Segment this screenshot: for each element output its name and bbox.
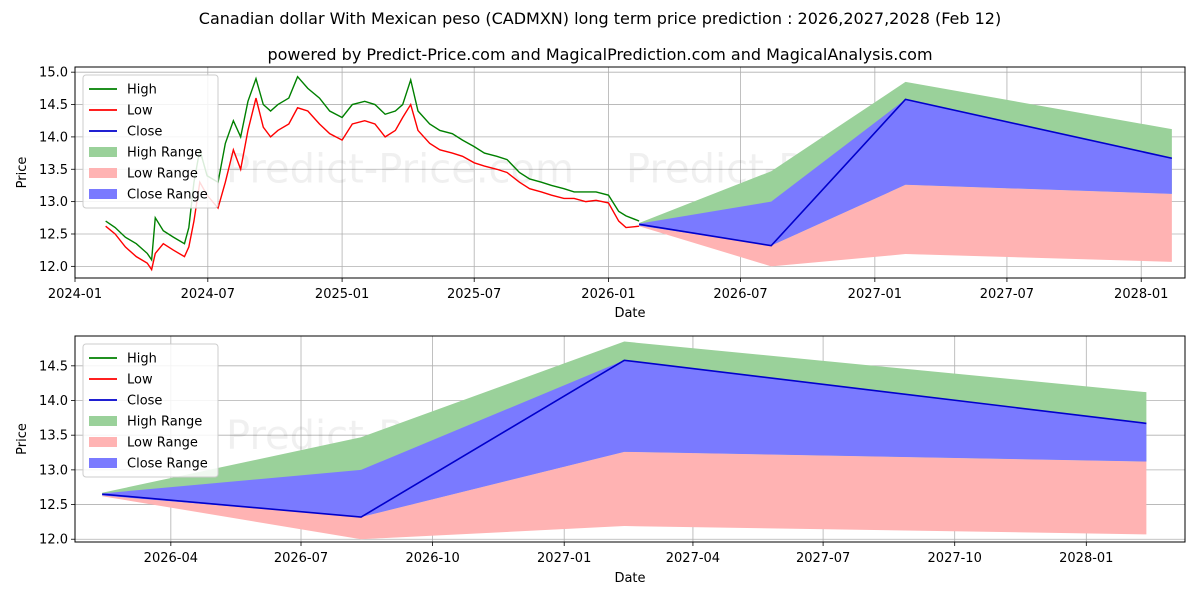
panel-bottom-y-tick-label: 12.0 <box>39 533 68 548</box>
panel-top-y-tick-label: 14.0 <box>39 130 68 145</box>
panel-top-legend-label: High <box>127 83 157 98</box>
panel-bottom-x-tick-label: 2027-10 <box>928 551 982 566</box>
panel-bottom-frame <box>74 335 1186 543</box>
panel-top-x-tick-label: 2027-01 <box>848 287 902 302</box>
panel-bottom-legend-label: Low <box>127 373 153 388</box>
panel-top-y-tick-label: 13.5 <box>39 163 68 178</box>
panel-top-watermark-left: Predict-Price.com <box>226 147 574 193</box>
panel-top-x-tick-label: 2027-07 <box>980 287 1034 302</box>
panel-bottom-x-tick-label: 2026-10 <box>405 551 459 566</box>
panel-top-x-tick-label: 2026-01 <box>581 287 635 302</box>
panel-top-x-tick-label: 2024-07 <box>181 287 235 302</box>
panel-top-legend-label: Low Range <box>127 167 198 182</box>
panel-bottom-close-range-area <box>102 360 1147 518</box>
panel-bottom-y-tick-label: 14.0 <box>39 394 68 409</box>
panel-top-x-tick-label: 2026-07 <box>713 287 767 302</box>
panel-top-y-tick-label: 15.0 <box>39 66 68 81</box>
panel-top-x-tick-label: 2028-01 <box>1114 287 1168 302</box>
panel-bottom-legend-label: Close Range <box>127 457 208 472</box>
panel-top-x-tick-label: 2025-01 <box>315 287 369 302</box>
chart-title: Canadian dollar With Mexican peso (CADMX… <box>198 9 1002 28</box>
panel-top-x-axis-label: Date <box>614 306 645 321</box>
panel-top-close-line <box>638 98 1173 247</box>
panel-top-legend-label: Close Range <box>127 188 208 203</box>
panel-bottom-legend-label: High Range <box>127 415 202 430</box>
panel-top-y-tick-label: 12.5 <box>39 227 68 242</box>
panel-top-y-tick-label: 14.5 <box>39 98 68 113</box>
panel-bottom-x-tick-label: 2026-04 <box>144 551 198 566</box>
panel-bottom-x-tick-label: 2027-07 <box>796 551 850 566</box>
panel-bottom-legend-swatch <box>89 458 117 468</box>
panel-top-legend-label: High Range <box>127 146 202 161</box>
panel-bottom-x-axis-label: Date <box>614 571 645 586</box>
chart-subtitle: powered by Predict-Price.com and Magical… <box>267 45 933 64</box>
panel-bottom-y-tick-label: 13.5 <box>39 429 68 444</box>
panel-bottom-legend-swatch <box>89 416 117 426</box>
panel-top-low-range-area <box>639 184 1172 267</box>
panel-top-legend-label: Close <box>127 125 162 140</box>
panel-top-legend-swatch <box>89 168 117 178</box>
panel-top-close-range-area <box>639 99 1172 246</box>
panel-top-y-tick-label: 13.0 <box>39 195 68 210</box>
panel-bottom-y-tick-label: 14.5 <box>39 359 68 374</box>
panel-top-x-tick-label: 2025-07 <box>447 287 501 302</box>
panel-bottom-y-tick-label: 12.5 <box>39 498 68 513</box>
panel-top-high-line <box>105 75 640 262</box>
panel-bottom-low-range-area <box>102 451 1147 540</box>
panel-bottom-y-axis-label: Price <box>15 423 30 455</box>
panel-top-legend-swatch <box>89 147 117 157</box>
panel-bottom-legend-label: High <box>127 352 157 367</box>
panel-bottom-x-tick-label: 2027-01 <box>537 551 591 566</box>
panel-top-frame <box>74 66 1186 279</box>
panel-bottom-legend-swatch <box>89 437 117 447</box>
panel-bottom-x-tick-label: 2027-04 <box>666 551 720 566</box>
panel-top-y-tick-label: 12.0 <box>39 260 68 275</box>
panel-bottom-x-tick-label: 2028-01 <box>1059 551 1113 566</box>
panel-top-y-axis-label: Price <box>15 157 30 189</box>
panel-top-low-line <box>105 97 640 272</box>
panel-bottom-x-tick-label: 2026-07 <box>274 551 328 566</box>
panel-top-legend-label: Low <box>127 104 153 119</box>
panel-top-legend-swatch <box>89 189 117 199</box>
panel-bottom-legend-label: Close <box>127 394 162 409</box>
panel-top-x-tick-label: 2024-01 <box>48 287 102 302</box>
panel-bottom-close-line <box>102 359 1147 518</box>
panel-bottom-y-tick-label: 13.0 <box>39 463 68 478</box>
panel-bottom-legend-label: Low Range <box>127 436 198 451</box>
